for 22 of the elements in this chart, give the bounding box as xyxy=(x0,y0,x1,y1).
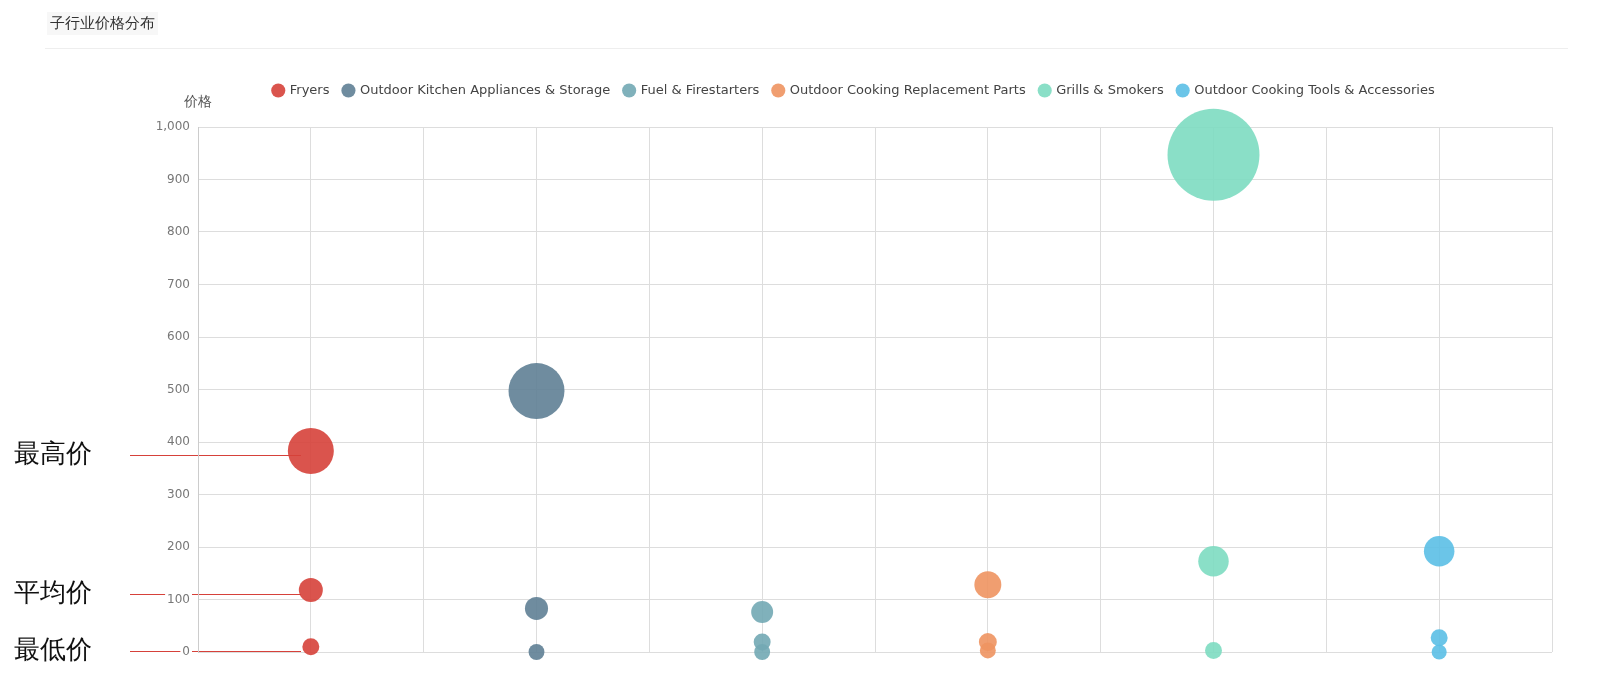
legend-label: Outdoor Cooking Tools & Accessories xyxy=(1194,81,1435,97)
y-tick-label: 600 xyxy=(167,329,190,344)
text: 最高价 xyxy=(14,437,92,468)
y-tick-label: 300 xyxy=(167,486,190,501)
legend-label: Outdoor Cooking Replacement Parts xyxy=(789,81,1026,97)
y-tick-label: 900 xyxy=(167,171,190,186)
text: 最低价 xyxy=(14,633,92,664)
text: 平均价 xyxy=(14,576,92,607)
y-tick-label: 500 xyxy=(167,381,190,396)
y-tick-label: 200 xyxy=(167,539,190,554)
legend-label: Outdoor Kitchen Appliances & Storage xyxy=(359,81,611,97)
y-tick-label: 1,000 xyxy=(155,119,190,134)
y-tick-label: 700 xyxy=(167,276,190,291)
y-tick-label: 0 xyxy=(182,644,190,659)
y-tick-label: 400 xyxy=(167,434,190,449)
legend-label: Grills & Smokers xyxy=(1056,81,1164,97)
legend-label: Fryers xyxy=(289,81,330,97)
y-axis-title: 价格 xyxy=(183,92,212,109)
chart-title: 子行业价格分布 xyxy=(47,12,158,35)
legend-label: Fuel & Firestarters xyxy=(640,81,760,97)
y-tick-label: 800 xyxy=(167,224,190,239)
y-tick-label: 100 xyxy=(167,591,190,606)
